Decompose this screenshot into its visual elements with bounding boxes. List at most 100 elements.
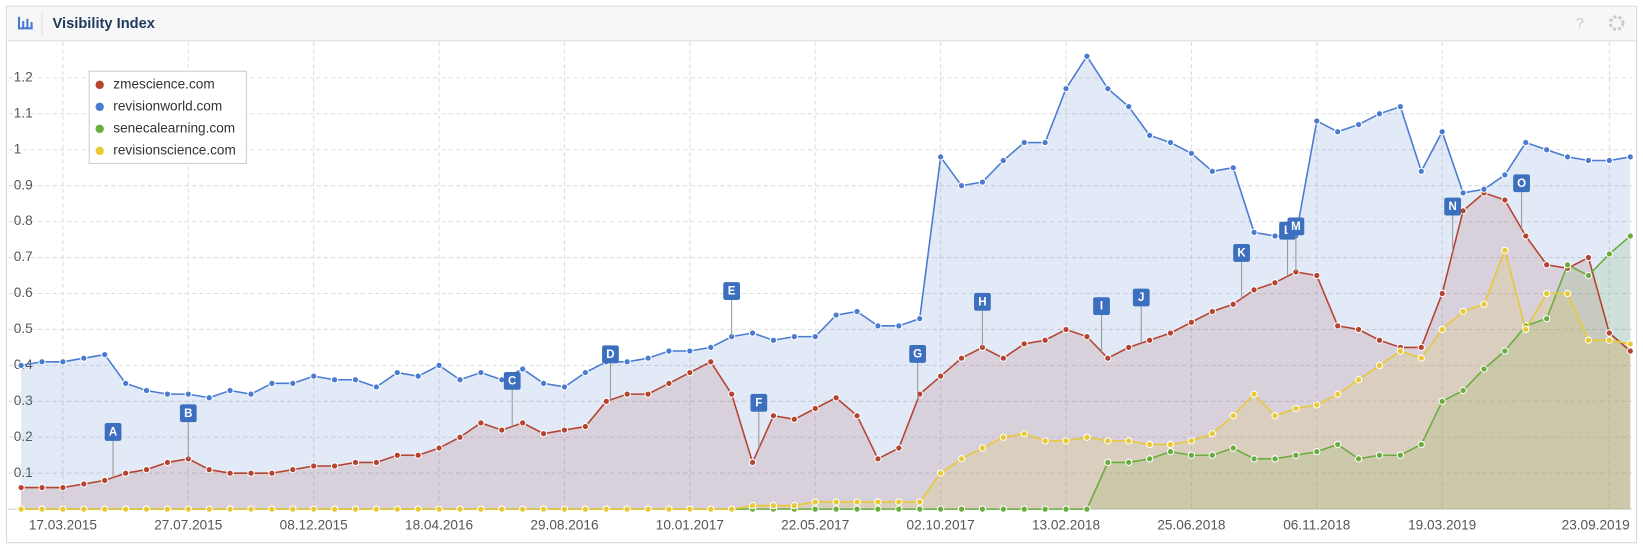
- point: [1459, 189, 1467, 197]
- point: [1417, 167, 1425, 175]
- point: [853, 498, 861, 506]
- point: [665, 379, 673, 388]
- point: [17, 483, 25, 492]
- point: [560, 505, 569, 513]
- flag: [909, 345, 927, 363]
- help-icon[interactable]: ?: [1576, 16, 1584, 32]
- point: [1125, 343, 1133, 352]
- point: [748, 501, 757, 510]
- point: [59, 483, 67, 492]
- point: [1250, 286, 1258, 294]
- point: [957, 354, 966, 362]
- legend-marker: [95, 146, 104, 156]
- point: [142, 465, 151, 474]
- point: [1626, 340, 1634, 348]
- legend: zmescience.com revisionworld.com senecalea…: [88, 70, 247, 164]
- chart-icon: [17, 16, 33, 30]
- flag-label: I: [1100, 301, 1103, 313]
- point: [1083, 505, 1091, 513]
- point: [1187, 437, 1196, 445]
- point: [163, 505, 172, 513]
- point: [1563, 289, 1572, 298]
- point: [1250, 455, 1258, 463]
- point: [519, 365, 527, 373]
- point: [936, 372, 945, 380]
- point: [1396, 102, 1405, 111]
- y-tick-label: 0.7: [14, 249, 33, 264]
- point: [1459, 307, 1467, 316]
- flag-label: N: [1448, 201, 1456, 213]
- point: [498, 505, 506, 513]
- point: [1605, 336, 1614, 344]
- legend-marker: [95, 80, 104, 90]
- point: [1375, 451, 1384, 459]
- point: [602, 397, 610, 405]
- point: [414, 372, 422, 380]
- point: [1501, 246, 1509, 255]
- point: [1271, 232, 1279, 240]
- point: [310, 372, 318, 380]
- point: [1083, 52, 1091, 60]
- flag: [602, 345, 619, 364]
- point: [142, 386, 151, 395]
- flag-label: G: [913, 349, 922, 361]
- point: [1626, 153, 1634, 161]
- x-tick-label: 18.04.2016: [405, 517, 473, 532]
- flag-label: E: [728, 286, 736, 298]
- legend-marker: [95, 102, 104, 112]
- flag: [723, 282, 741, 300]
- point: [163, 458, 172, 467]
- point: [1145, 440, 1154, 449]
- point: [1271, 279, 1279, 287]
- point: [936, 505, 945, 513]
- point: [163, 390, 172, 398]
- point: [1187, 318, 1196, 326]
- point: [1020, 340, 1028, 348]
- point: [1166, 440, 1175, 449]
- point: [184, 505, 192, 513]
- point: [539, 429, 548, 438]
- chart-title: Visibility Index: [53, 16, 156, 32]
- point: [1062, 437, 1070, 445]
- point: [1125, 458, 1133, 467]
- point: [1062, 505, 1070, 513]
- flag: [974, 292, 991, 311]
- point: [1480, 185, 1488, 193]
- point: [414, 451, 422, 459]
- point: [581, 368, 590, 377]
- point: [1020, 505, 1028, 513]
- point: [916, 498, 924, 506]
- x-tick-label: 27.07.2015: [154, 517, 222, 532]
- point: [665, 505, 673, 513]
- point: [748, 458, 757, 467]
- header: [7, 7, 1636, 41]
- point: [707, 505, 715, 513]
- point: [1522, 138, 1530, 147]
- point: [1626, 232, 1634, 240]
- point: [686, 347, 694, 355]
- point: [895, 498, 903, 506]
- point: [623, 390, 631, 398]
- settings-icon[interactable]: [1608, 15, 1625, 31]
- point: [832, 505, 840, 513]
- point: [895, 444, 903, 452]
- point: [1626, 347, 1634, 355]
- flag-label: H: [978, 296, 986, 308]
- point: [1543, 289, 1551, 298]
- point: [1334, 440, 1342, 449]
- point: [602, 505, 610, 513]
- point: [1354, 120, 1363, 129]
- flag-label: K: [1237, 248, 1246, 260]
- point: [1480, 300, 1488, 308]
- point: [1543, 146, 1551, 154]
- area: [21, 250, 1631, 510]
- point: [121, 379, 130, 388]
- x-tick-label: 10.01.2017: [656, 517, 724, 532]
- point: [1313, 271, 1321, 280]
- area: [21, 56, 1631, 510]
- point: [1104, 437, 1112, 445]
- legend-marker: [95, 124, 104, 134]
- point: [1271, 412, 1279, 420]
- point: [1563, 153, 1572, 161]
